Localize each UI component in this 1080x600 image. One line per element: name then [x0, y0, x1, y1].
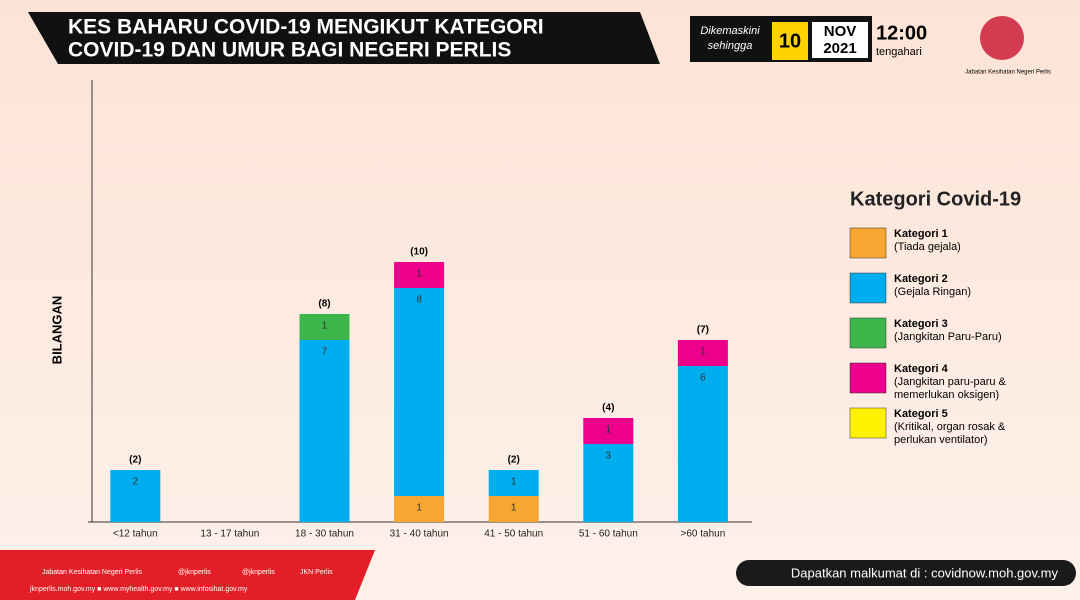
updated-label: Dikemaskini	[700, 25, 760, 37]
legend-name: Kategori 1	[894, 228, 948, 240]
legend-description: (Tiada gejala)	[894, 241, 961, 253]
social: @jknperlis	[242, 569, 275, 576]
bar-segment	[583, 418, 634, 444]
segment-label: 1	[606, 425, 612, 436]
month: NOV	[824, 23, 857, 40]
total-label: (8)	[318, 299, 330, 310]
segment-label: 1	[416, 269, 422, 280]
bar-segment	[488, 470, 539, 496]
x-tick-label: 51 - 60 tahun	[579, 529, 638, 540]
legend-description: (Kritikal, organ rosak & perlukan ventila…	[894, 421, 1006, 446]
segment-label: 1	[322, 321, 328, 332]
x-tick-label: 13 - 17 tahun	[200, 529, 259, 540]
bar-segment	[677, 340, 728, 366]
time-note: tengahari	[876, 46, 922, 58]
x-tick-label: 18 - 30 tahun	[295, 529, 354, 540]
legend-swatch	[849, 272, 887, 304]
y-label: BILANGAN	[49, 296, 64, 365]
x-tick-label: <12 tahun	[113, 529, 158, 540]
total-label: (2)	[129, 455, 141, 466]
bar-segment	[394, 288, 445, 496]
bar-segment	[394, 262, 445, 288]
total-label: (4)	[602, 403, 614, 414]
crest	[980, 16, 1024, 60]
legend-description: (Gejala Ringan)	[894, 286, 971, 298]
legend-name: Kategori 4	[894, 363, 949, 375]
day-box	[772, 22, 808, 60]
social: Jabatan Kesihatan Negeri Perlis	[42, 569, 143, 576]
agency: Jabatan Kesihatan Negeri Perlis	[965, 70, 1051, 76]
year: 2021	[823, 40, 856, 57]
segment-label: 1	[511, 503, 517, 514]
segment-label: 1	[700, 347, 706, 358]
title-banner	[28, 12, 660, 64]
segment-label: 3	[606, 451, 612, 462]
bar-segment	[394, 496, 445, 522]
x-tick-label: >60 tahun	[681, 529, 726, 540]
bar-segment	[488, 496, 539, 522]
social: @jknperlis	[178, 569, 211, 576]
legend-description: (Jangkitan Paru-Paru)	[894, 331, 1002, 343]
month-box	[812, 22, 868, 58]
updated-label: sehingga	[708, 40, 753, 52]
total-label: (2)	[508, 455, 520, 466]
legend-title: Kategori Covid-19	[850, 188, 1021, 210]
footer-banner	[0, 550, 375, 600]
title-line: KES BAHARU COVID-19 MENGIKUT KATEGORI	[68, 16, 544, 39]
bar-segment	[299, 340, 350, 522]
total-label: (7)	[697, 325, 709, 336]
links: jknperlis.moh.gov.my ■ www.myhealth.gov.…	[29, 586, 248, 593]
info-pill	[736, 560, 1076, 586]
legend-swatch	[849, 407, 887, 439]
info: Dapatkan malkumat di : covidnow.moh.gov.…	[791, 565, 1059, 580]
bar-segment	[677, 366, 728, 522]
bar-segment	[583, 444, 634, 522]
segment-label: 1	[511, 477, 517, 488]
x-tick-label: 41 - 50 tahun	[484, 529, 543, 540]
time: 12:00	[876, 22, 927, 44]
segment-label: 2	[133, 477, 139, 488]
bar-segment	[110, 470, 161, 522]
segment-label: 7	[322, 347, 328, 358]
segment-label: 1	[416, 503, 422, 514]
segment-label: 8	[416, 295, 422, 306]
legend-name: Kategori 3	[894, 318, 948, 330]
legend-description: (Jangkitan paru-paru & memerlukan oksigen…	[894, 376, 1007, 401]
day: 10	[779, 30, 801, 52]
segment-label: 6	[700, 373, 706, 384]
legend-swatch	[849, 227, 887, 259]
total-label: (10)	[410, 247, 428, 258]
legend-name: Kategori 5	[894, 408, 948, 420]
x-tick-label: 31 - 40 tahun	[390, 529, 449, 540]
legend-swatch	[849, 362, 887, 394]
legend-swatch	[849, 317, 887, 349]
bar-segment	[299, 314, 350, 340]
social: JKN Perlis	[300, 569, 333, 576]
title-line: COVID-19 DAN UMUR BAGI NEGERI PERLIS	[68, 39, 511, 62]
legend-name: Kategori 2	[894, 273, 948, 285]
